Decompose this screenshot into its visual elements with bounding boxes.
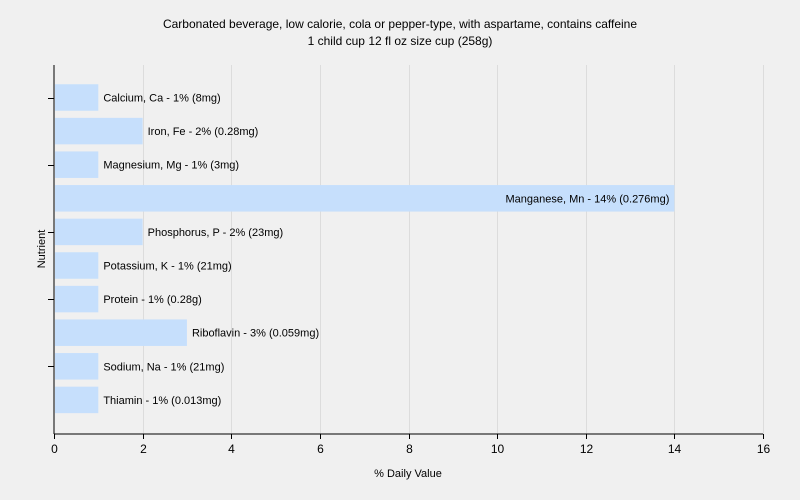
bar <box>55 151 99 178</box>
bar <box>55 185 675 212</box>
x-ticks: 0 2 4 6 8 10 12 14 16 <box>51 434 770 456</box>
x-tick-label: 0 <box>51 442 58 456</box>
bar <box>55 117 143 145</box>
grid <box>143 65 764 434</box>
x-tick-label: 4 <box>228 442 235 456</box>
bar <box>55 285 99 313</box>
bar-label: Phosphorus, P - 2% (23mg) <box>148 227 284 239</box>
bars: Calcium, Ca - 1% (8mg) Iron, Fe - 2% (0.2… <box>55 84 675 414</box>
bar <box>55 252 99 279</box>
bar <box>55 319 187 346</box>
x-tick-label: 16 <box>757 442 771 456</box>
chart-subtitle: 1 child cup 12 fl oz size cup (258g) <box>308 34 493 48</box>
bar-label: Manganese, Mn - 14% (0.276mg) <box>506 193 670 205</box>
bar-label: Potassium, K - 1% (21mg) <box>103 261 231 273</box>
axes <box>53 65 763 435</box>
x-tick-label: 14 <box>668 442 682 456</box>
x-tick-label: 6 <box>317 442 324 456</box>
bar-label: Riboflavin - 3% (0.059mg) <box>192 328 319 340</box>
bar-label: Sodium, Na - 1% (21mg) <box>103 361 224 373</box>
chart-title: Carbonated beverage, low calorie, cola o… <box>163 17 637 31</box>
y-ticks <box>48 98 54 367</box>
bar-label: Iron, Fe - 2% (0.28mg) <box>148 126 259 138</box>
x-tick-label: 8 <box>406 442 413 456</box>
x-tick-label: 2 <box>140 442 147 456</box>
x-tick-label: 12 <box>580 442 594 456</box>
bar <box>55 218 143 246</box>
bar-label: Calcium, Ca - 1% (8mg) <box>103 93 220 105</box>
x-tick-label: 10 <box>491 442 505 456</box>
bar-label: Thiamin - 1% (0.013mg) <box>103 395 221 407</box>
bar-label: Protein - 1% (0.28g) <box>103 294 201 306</box>
bar <box>55 84 99 111</box>
bar <box>55 353 99 380</box>
x-axis-title: % Daily Value <box>374 468 442 480</box>
y-axis-title: Nutrient <box>36 230 48 269</box>
bar <box>55 386 99 414</box>
bar-label: Magnesium, Mg - 1% (3mg) <box>103 160 239 172</box>
